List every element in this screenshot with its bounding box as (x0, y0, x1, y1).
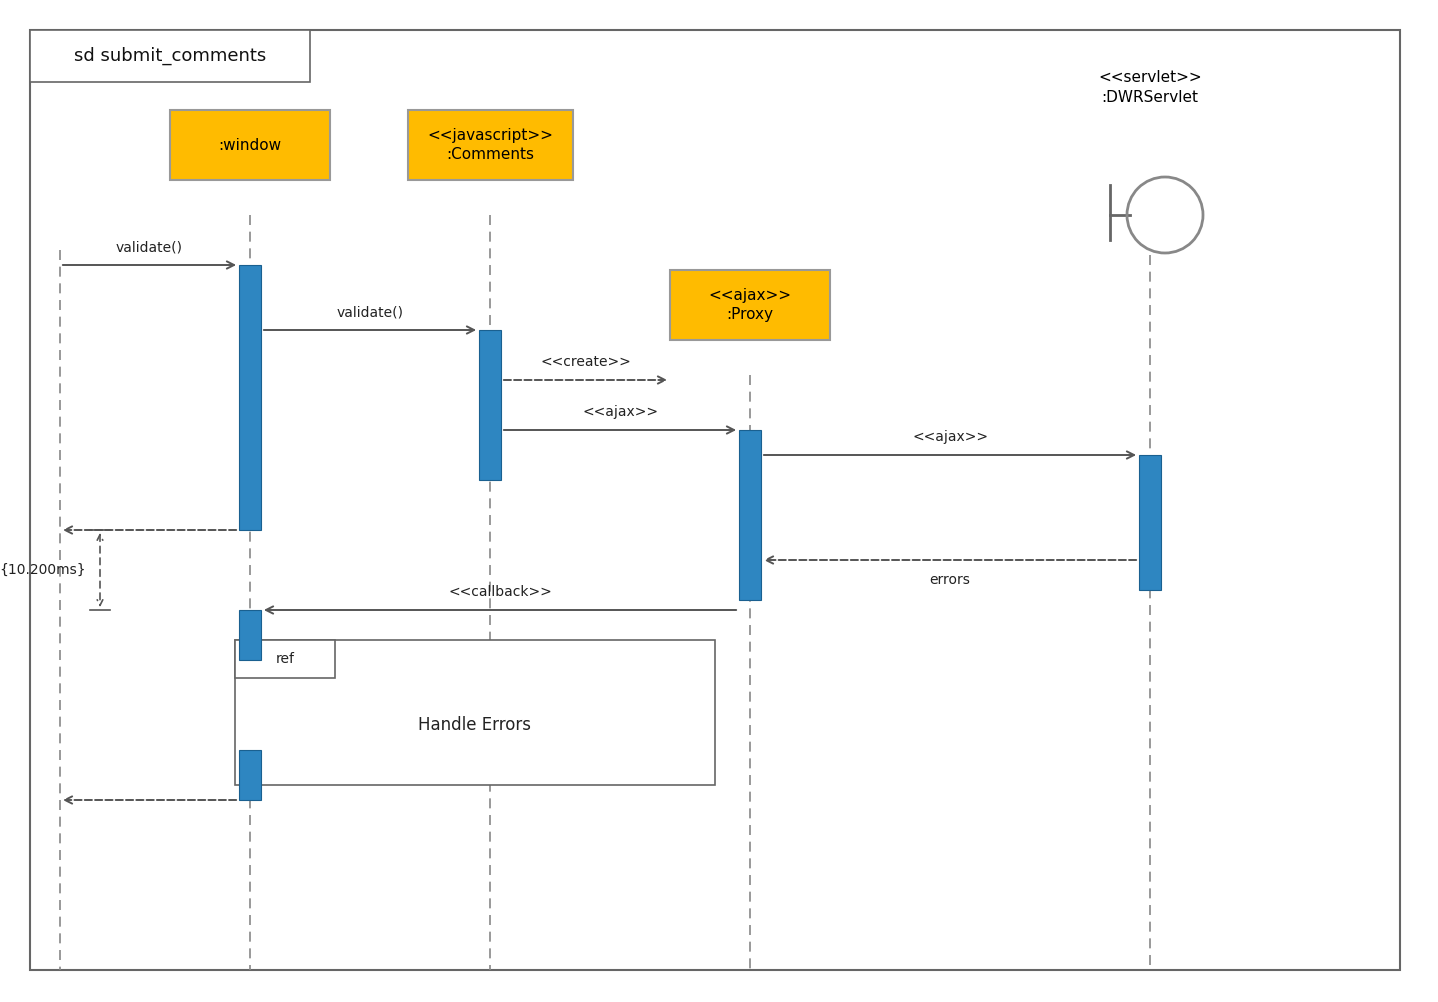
Text: errors: errors (929, 573, 971, 587)
Bar (234, 640, 335, 678)
Text: <<callback>>: <<callback>> (449, 585, 552, 599)
Bar (239, 750, 262, 800)
Text: <<servlet>>
:DWRServlet: <<servlet>> :DWRServlet (1099, 70, 1202, 105)
Text: :window: :window (219, 137, 282, 152)
Bar (739, 430, 761, 600)
Text: {10.200ms}: {10.200ms} (0, 563, 86, 577)
Text: <<create>>: <<create>> (541, 355, 631, 369)
Bar (239, 610, 262, 660)
Bar (1139, 455, 1160, 590)
Bar (670, 270, 830, 340)
Text: validate(): validate() (116, 240, 183, 254)
Text: <<javascript>>
:Comments: <<javascript>> :Comments (427, 127, 554, 162)
Text: ref: ref (276, 652, 295, 666)
Bar (234, 640, 715, 785)
Text: validate(): validate() (336, 305, 404, 319)
Text: Handle Errors: Handle Errors (418, 715, 532, 733)
Bar (239, 265, 262, 530)
Text: <<ajax>>: <<ajax>> (912, 430, 988, 444)
Text: <<ajax>>
:Proxy: <<ajax>> :Proxy (709, 288, 791, 323)
Bar (407, 110, 572, 180)
Text: sd submit_comments: sd submit_comments (73, 47, 266, 65)
Bar (479, 330, 500, 480)
Bar (170, 110, 329, 180)
Text: <<ajax>>: <<ajax>> (582, 405, 659, 419)
Bar (30, 30, 311, 82)
